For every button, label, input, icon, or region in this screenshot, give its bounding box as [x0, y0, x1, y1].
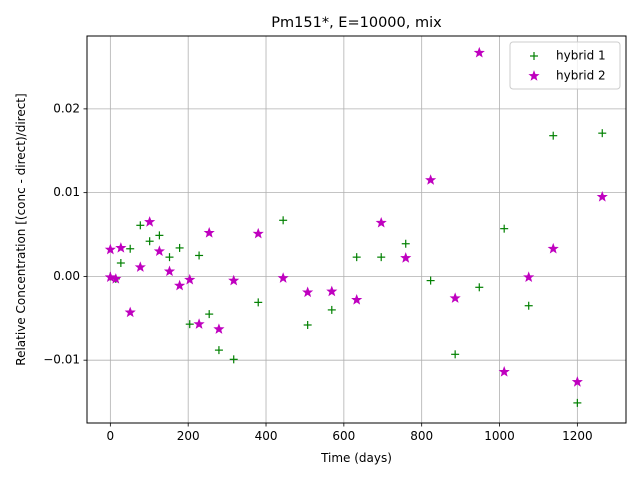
data-point-star: [104, 243, 116, 255]
data-point-star: [351, 294, 363, 305]
x-tick-label: 200: [177, 429, 200, 443]
data-point-star: [124, 306, 136, 318]
data-point-plus: [401, 239, 410, 248]
data-point-star: [115, 242, 127, 253]
data-point-star: [523, 271, 535, 282]
data-point-plus: [155, 231, 164, 240]
legend-marker-hybrid-2: [528, 70, 540, 81]
data-point-plus: [136, 221, 145, 230]
data-point-plus: [126, 244, 135, 253]
x-axis-label: Time (days): [320, 451, 392, 465]
data-point-plus: [549, 131, 558, 140]
data-point-star: [184, 273, 196, 285]
data-point-star: [110, 273, 122, 284]
data-point-star: [326, 285, 338, 297]
legend-star-marker: [528, 70, 540, 81]
legend-box: [509, 41, 621, 90]
data-point-plus: [165, 253, 174, 262]
data-point-star: [213, 323, 225, 334]
y-axis-ticks: −0.01 0.00 0.01 0.02: [43, 101, 87, 367]
data-point-star: [228, 274, 240, 286]
grid: [87, 36, 626, 423]
data-point-star: [144, 216, 156, 227]
data-point-star: [425, 174, 437, 185]
data-point-star: [252, 227, 264, 239]
data-point-star: [498, 366, 510, 377]
data-point-star: [400, 252, 412, 263]
x-tick-label: 0: [107, 429, 115, 443]
chart-title: Pm151*, E=10000, mix: [271, 15, 442, 31]
data-point-star: [571, 376, 583, 387]
legend-plus-marker: [530, 52, 538, 60]
data-point-plus: [254, 298, 263, 307]
data-point-star: [174, 279, 186, 291]
data-point-star: [134, 261, 146, 272]
legend-label-hybrid-2: hybrid 2: [556, 69, 606, 83]
x-tick-label: 600: [332, 429, 355, 443]
data-point-star: [596, 190, 608, 202]
data-point-star: [193, 318, 205, 329]
data-point-star: [449, 292, 461, 303]
y-axis-label: Relative Concentration [(conc - direct)/…: [14, 93, 28, 365]
data-point-plus: [279, 216, 288, 225]
data-point-star: [547, 242, 559, 254]
data-point-plus: [205, 310, 214, 319]
x-axis-ticks: 0 200 400 600 800 1000 1200: [107, 423, 593, 443]
data-point-plus: [229, 355, 238, 364]
plot-frame: [86, 35, 627, 424]
data-point-plus: [573, 398, 582, 407]
data-point-star: [375, 216, 387, 228]
y-tick-label: −0.01: [43, 353, 80, 367]
data-point-plus: [175, 243, 184, 252]
data-point-plus: [377, 253, 386, 262]
data-point-star: [153, 245, 165, 257]
data-point-star: [277, 272, 289, 283]
x-tick-label: 800: [410, 429, 433, 443]
series-1-points: [106, 129, 607, 407]
x-tick-label: 1200: [562, 429, 593, 443]
legend: hybrid 1 hybrid 2: [509, 41, 621, 90]
data-point-plus: [500, 224, 509, 233]
data-point-plus: [116, 259, 125, 268]
data-point-plus: [195, 251, 204, 260]
data-point-plus: [475, 283, 484, 292]
y-tick-label: 0.01: [53, 185, 80, 199]
x-tick-label: 1000: [484, 429, 515, 443]
data-markers: [104, 46, 608, 407]
data-point-plus: [327, 305, 336, 314]
data-point-plus: [214, 346, 223, 355]
data-point-plus: [185, 320, 194, 329]
data-point-star: [302, 286, 314, 298]
y-tick-label: 0.00: [53, 269, 80, 283]
data-point-plus: [145, 237, 154, 246]
data-point-star: [203, 226, 215, 238]
data-point-star: [473, 46, 485, 58]
x-tick-label: 400: [255, 429, 278, 443]
legend-marker-hybrid-1: [530, 52, 538, 60]
data-point-plus: [352, 253, 361, 262]
y-tick-label: 0.02: [53, 101, 80, 115]
legend-label-hybrid-1: hybrid 1: [556, 49, 606, 63]
data-point-plus: [598, 129, 607, 138]
data-point-plus: [303, 320, 312, 329]
data-point-plus: [426, 276, 435, 285]
data-point-star: [163, 265, 176, 277]
data-point-plus: [524, 301, 533, 310]
data-point-plus: [451, 350, 460, 359]
series-2-points: [104, 46, 608, 387]
data-point-star: [104, 271, 116, 282]
